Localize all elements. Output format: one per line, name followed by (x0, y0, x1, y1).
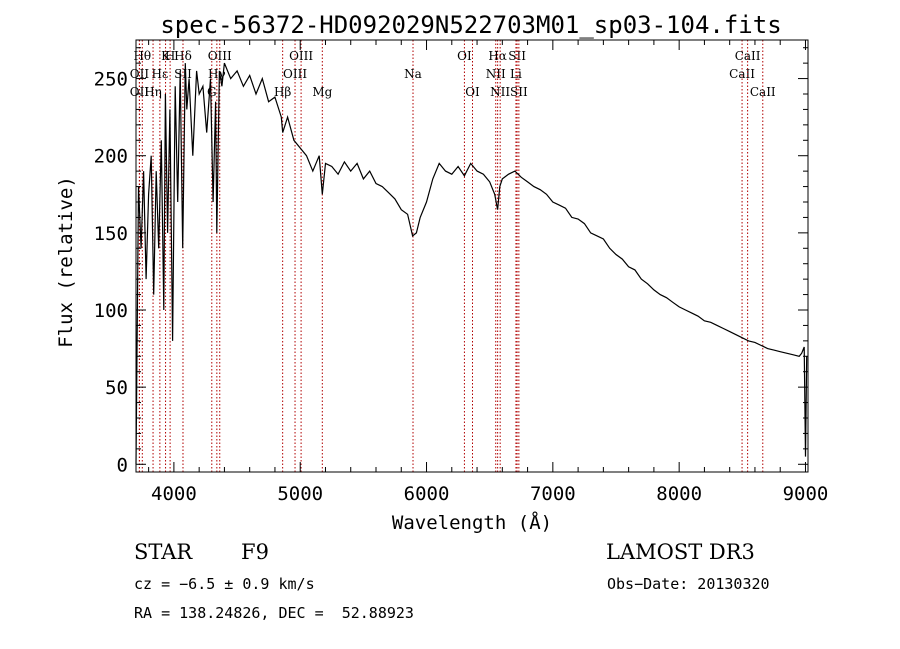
marker-label-23: SII (508, 49, 526, 63)
y-tick-label-150: 150 (94, 223, 128, 245)
marker-label-25: CaII (729, 67, 755, 81)
marker-label-7: Hδ (174, 49, 192, 63)
marker-label-19: NII (486, 67, 506, 81)
plot-frame (135, 39, 809, 473)
marker-label-3: Hε (152, 67, 169, 81)
marker-label-22: Li (510, 67, 522, 81)
marker-label-24: SII (510, 85, 528, 99)
x-tick-label-6000: 6000 (404, 483, 450, 505)
chart-title: spec-56372-HD092029N522703M01_sp03-104.f… (160, 11, 781, 39)
marker-label-1: OII (130, 67, 150, 81)
marker-label-12: Hβ (274, 85, 291, 99)
flux-series-line (135, 62, 808, 465)
marker-label-17: OI (457, 49, 472, 63)
marker-label-11: OIII (208, 49, 232, 63)
x-tick-label-8000: 8000 (656, 483, 702, 505)
class-label: STAR (134, 540, 193, 564)
y-tick-label-100: 100 (94, 300, 128, 322)
x-tick-label-9000: 9000 (783, 483, 829, 505)
marker-label-21: NII (490, 85, 510, 99)
x-tick-label-5000: 5000 (277, 483, 323, 505)
marker-label-0: Hθ (133, 49, 151, 63)
marker-label-15: Mg (312, 85, 332, 99)
marker-label-5: K (161, 49, 171, 63)
y-tick-label-50: 50 (105, 377, 128, 399)
marker-label-16: Na (404, 67, 422, 81)
y-tick-label-200: 200 (94, 146, 128, 168)
x-axis-label: Wavelength (Å) (392, 511, 552, 534)
marker-label-27: CaII (750, 85, 776, 99)
marker-label-2: OII (130, 85, 150, 99)
coordinates-text: RA = 138.24826, DEC = 52.88923 (134, 604, 414, 622)
marker-label-6: H (165, 49, 175, 63)
marker-label-14: OIII (289, 49, 313, 63)
marker-label-18: OI (465, 85, 480, 99)
x-tick-label-7000: 7000 (530, 483, 576, 505)
marker-label-9: G (207, 85, 217, 99)
x-axis: 4000 5000 6000 7000 8000 9000 (148, 40, 829, 505)
marker-label-4: Hη (144, 85, 162, 99)
redshift-text: cz = −6.5 ± 0.9 km/s (134, 575, 315, 593)
marker-label-8: SII (174, 67, 192, 81)
x-tick-label-4000: 4000 (151, 483, 197, 505)
y-tick-label-250: 250 (94, 69, 128, 91)
marker-label-10: Hγ (208, 67, 226, 81)
marker-label-20: Hα (488, 49, 507, 63)
marker-label-26: CaII (735, 49, 761, 63)
obs-date-text: Obs−Date: 20130320 (607, 575, 770, 593)
y-axis: 0 50 100 150 200 250 (94, 47, 808, 476)
y-tick-label-0: 0 (117, 454, 128, 476)
survey-label: LAMOST DR3 (606, 540, 755, 564)
subclass-label: F9 (241, 540, 269, 564)
marker-label-13: OIII (283, 67, 307, 81)
y-axis-label: Flux (relative) (55, 176, 77, 348)
